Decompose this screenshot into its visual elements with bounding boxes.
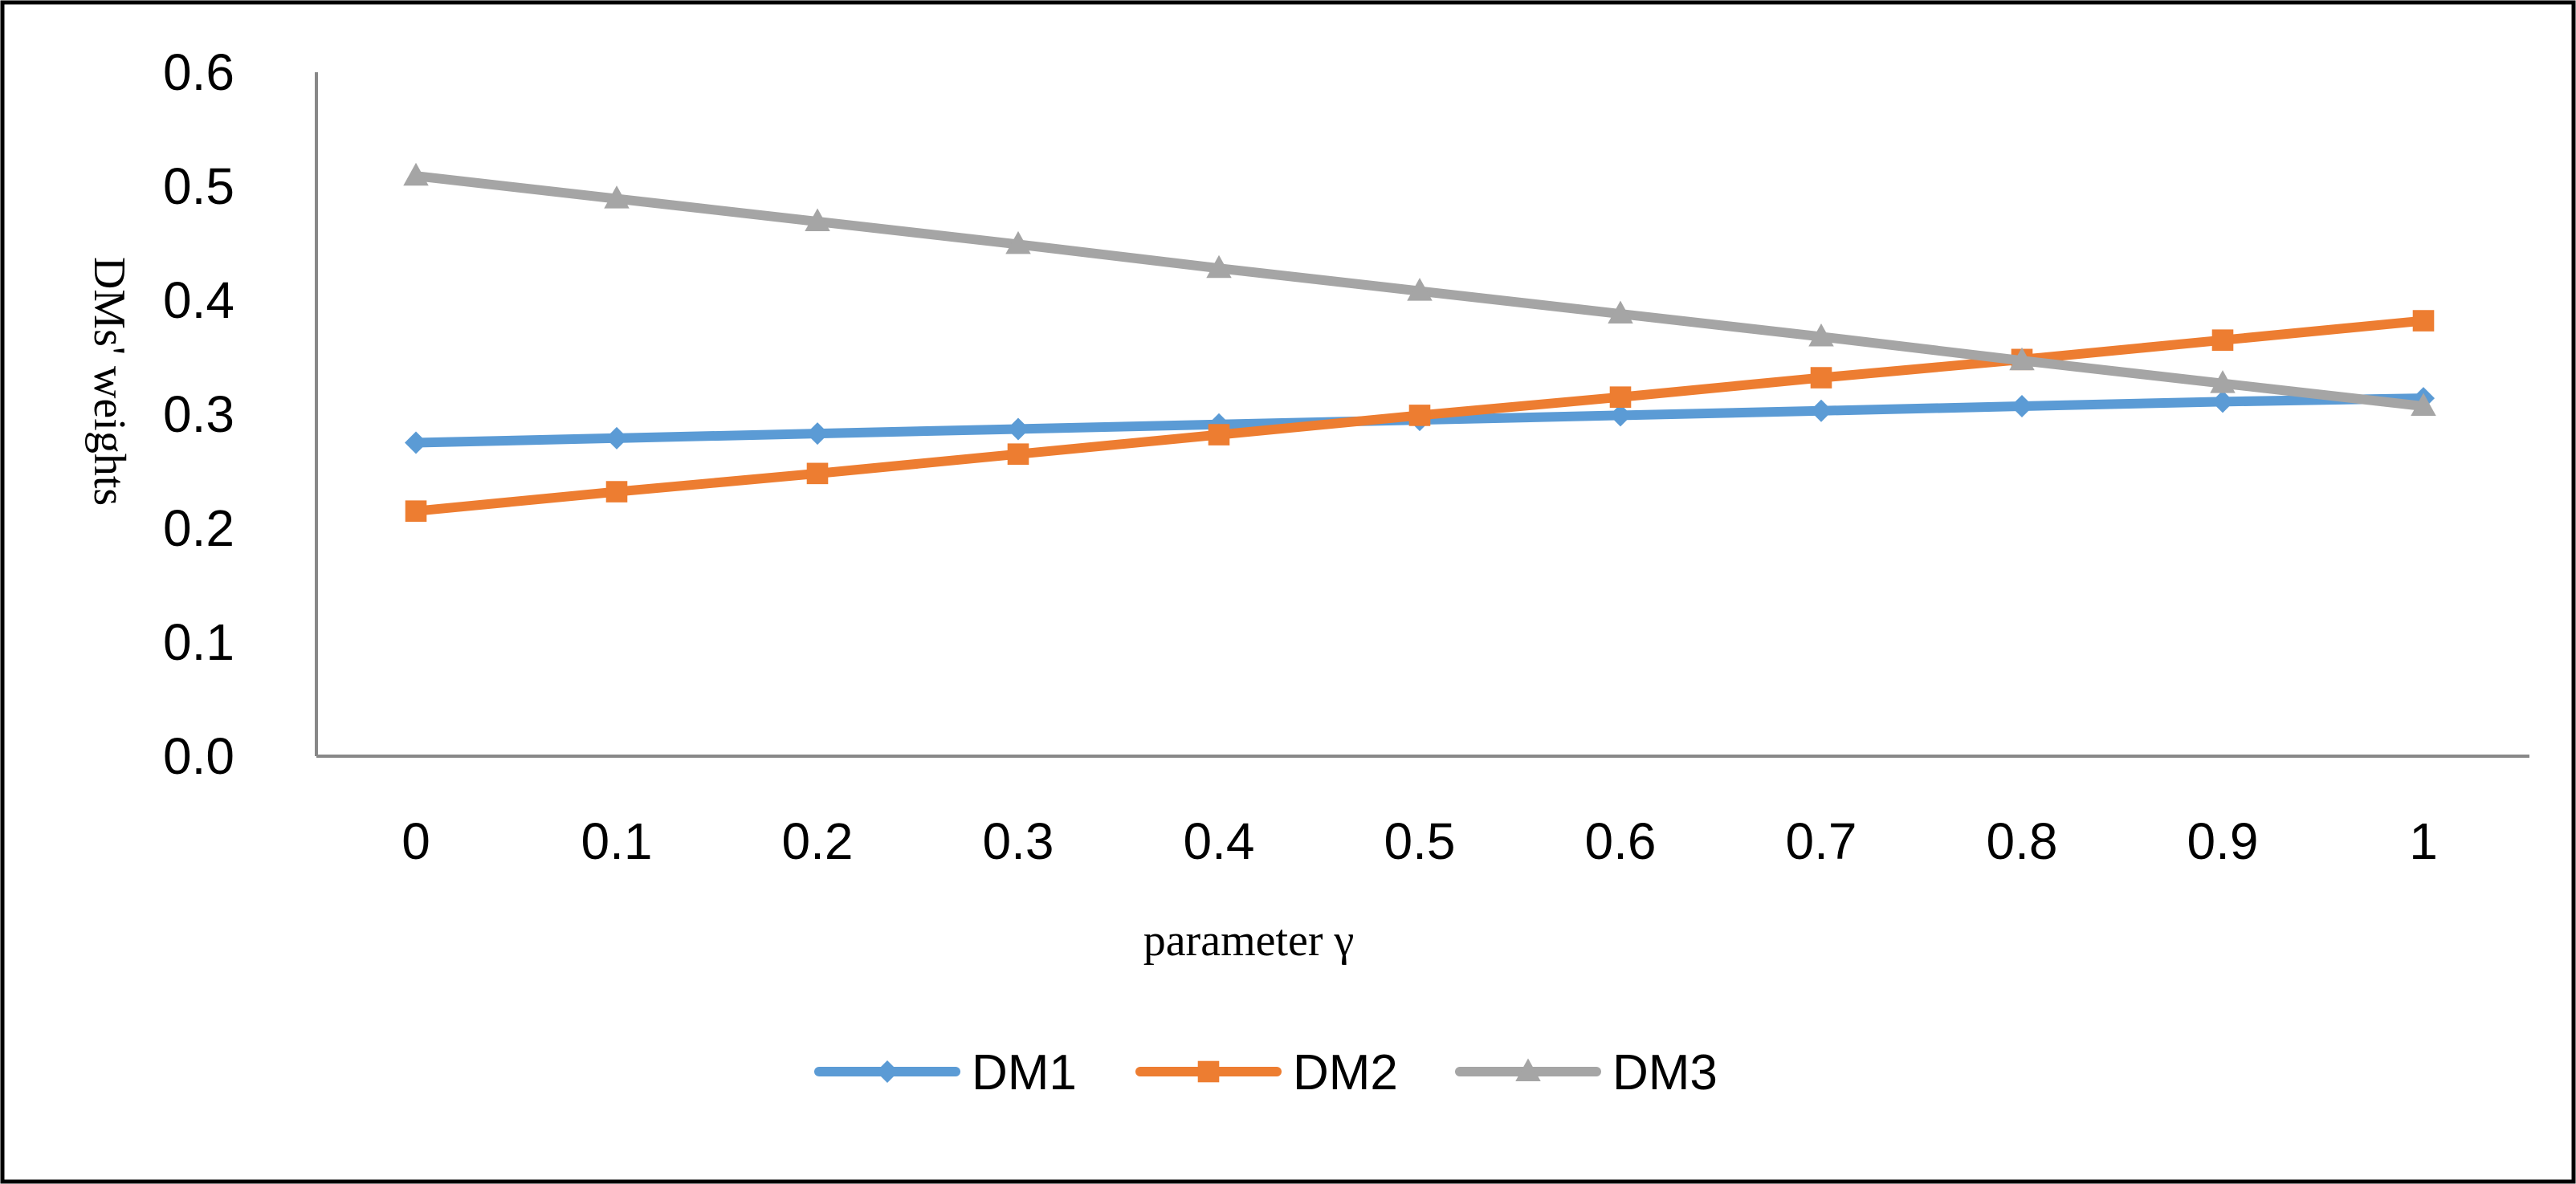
series-dm2-point [1007,443,1029,465]
x-tick-label: 0.7 [1786,812,1857,870]
legend-marker [1515,1058,1541,1081]
x-tick-label: 0.3 [983,812,1054,870]
series-dm1-point [806,422,829,446]
legend: DM1 DM2 DM3 [814,1045,1718,1101]
legend-entry-dm2: DM2 [1135,1045,1398,1101]
series-dm1-point [2211,390,2234,413]
legend-label: DM2 [1293,1045,1398,1101]
y-tick-label: 0.5 [163,157,234,215]
series-dm2-point [1208,424,1230,446]
series-dm1-point [1007,417,1029,441]
series-dm2-point [1609,386,1632,408]
series-layer [403,162,2436,522]
legend-marker [876,1060,899,1083]
y-tick-labels: 0.0 0.1 0.2 0.3 0.4 0.5 0.6 [163,43,234,785]
y-tick-label: 0.4 [163,271,234,329]
series-dm1-point [2011,395,2033,418]
x-tick-label: 0.8 [1987,812,2058,870]
series-dm2-point [2412,310,2435,332]
y-tick-label: 0.2 [163,499,234,557]
x-tick-label: 0.6 [1585,812,1657,870]
series-dm2-point [605,481,628,502]
x-tick-label: 0.1 [581,812,653,870]
x-tick-label: 0.9 [2187,812,2259,870]
legend-label: DM3 [1612,1045,1718,1101]
series-dm2-point [806,462,829,485]
series-dm2 [405,310,2435,522]
series-dm3-point [1608,300,1633,324]
series-dm3-point [805,208,830,232]
series-dm3-point [2411,393,2436,417]
legend-label: DM1 [972,1045,1077,1101]
series-dm3-point [1005,230,1031,254]
series-dm3 [403,162,2436,417]
series-dm3-point [2009,347,2035,371]
series-dm1-point [1810,399,1832,422]
legend-entry-dm3: DM3 [1455,1045,1718,1101]
series-dm3-point [1808,323,1834,347]
x-tick-label: 0.4 [1184,812,1255,870]
x-tick-label: 1 [2409,812,2438,870]
series-dm3-point [604,185,630,209]
series-dm3-point [1407,278,1433,301]
series-dm2-point [405,500,427,522]
x-axis-title: parameter γ [1143,916,1355,966]
legend-marker [1197,1060,1220,1083]
y-tick-label: 0.6 [163,43,234,101]
series-dm2-point [2211,329,2234,351]
series-dm1-point [1609,404,1632,427]
y-tick-label: 0.3 [163,385,234,443]
series-dm1-point [405,431,427,454]
x-tick-label: 0 [401,812,430,870]
series-dm2-point [1810,367,1832,389]
series-dm1-point [605,426,628,450]
series-dm3-point [403,162,429,186]
x-tick-label: 0.5 [1384,812,1456,870]
series-dm3-point [2210,370,2236,393]
y-tick-label: 0.0 [163,727,234,785]
x-tick-labels: 0 0.1 0.2 0.3 0.4 0.5 0.6 0.7 0.8 0.9 1 [401,812,2438,870]
y-axis-title: DMs' weights [84,257,134,506]
legend-entry-dm1: DM1 [814,1045,1077,1101]
series-dm2-point [1408,405,1431,426]
series-dm3-point [1206,254,1232,279]
y-tick-label: 0.1 [163,613,234,671]
x-tick-label: 0.2 [782,812,854,870]
